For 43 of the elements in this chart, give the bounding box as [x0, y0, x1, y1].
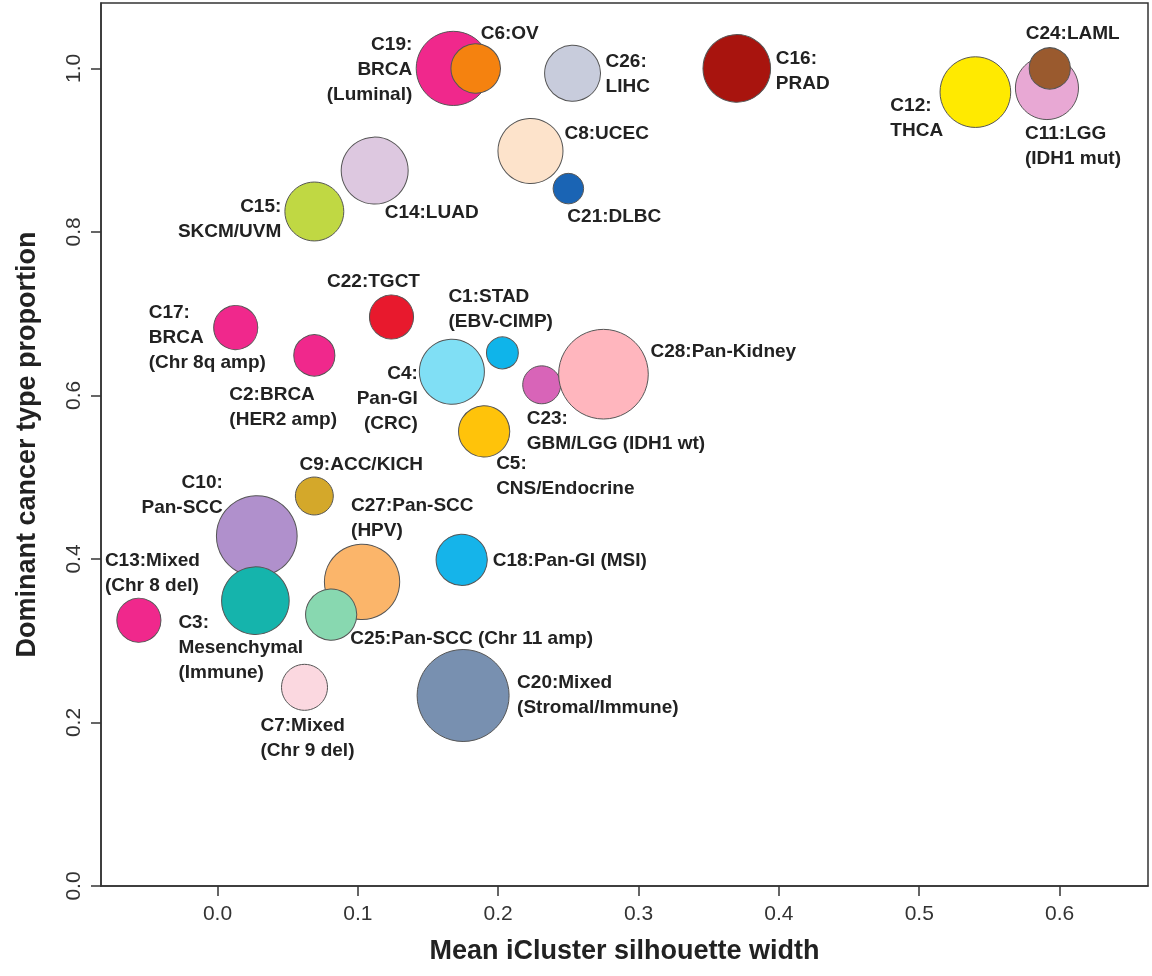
annotation: C14:LUAD	[384, 201, 479, 223]
annotation: C27:Pan-SCC (HPV)	[351, 493, 474, 540]
annotation: C22:TGCT	[327, 270, 421, 292]
x-tick-label: 0.0	[202, 901, 233, 924]
y-tick-label: 0.4	[61, 544, 84, 574]
annotation: C28:Pan-Kidney	[650, 339, 797, 361]
x-tick-label: 0.2	[483, 901, 513, 924]
x-tick-label: 0.3	[623, 901, 654, 924]
annotation: C9:ACC/KICH	[299, 452, 424, 474]
annotation: C24:LAML	[1025, 21, 1121, 43]
annotation: C17: BRCA (Chr 8q amp)	[148, 301, 266, 373]
annotation: C16: PRAD	[775, 47, 830, 94]
y-tick-label: 0.6	[61, 380, 84, 411]
annotation: C15: SKCM/UVM	[177, 195, 282, 242]
annotation: C20:Mixed (Stromal/Immune)	[517, 670, 679, 717]
annotation: C3: Mesenchymal (Immune)	[178, 611, 304, 683]
x-tick-label: 0.1	[343, 901, 373, 924]
annotation: C18:Pan-GI (MSI)	[492, 549, 647, 571]
annotation: C8:UCEC	[564, 122, 650, 144]
x-tick-label: 0.5	[904, 901, 934, 924]
y-tick-label: 0.0	[61, 871, 84, 901]
annotation: C21:DLBC	[567, 205, 662, 227]
annotation: C19: BRCA (Luminal)	[326, 32, 413, 104]
annotation: C1:STAD (EBV-CIMP)	[448, 284, 553, 331]
annotation: C12: THCA	[890, 94, 944, 141]
y-axis-title: Dominant cancer type proportion	[10, 231, 41, 658]
x-axis-title: Mean iCluster silhouette width	[429, 934, 820, 965]
annotation: C4: Pan-GI (CRC)	[356, 362, 418, 434]
annotation: C10: Pan-SCC	[141, 471, 224, 518]
annotation: C13:Mixed (Chr 8 del)	[104, 549, 200, 596]
annotation: C7:Mixed (Chr 9 del)	[260, 714, 355, 761]
x-tick-label: 0.6	[1044, 901, 1075, 924]
annotation: C2:BRCA (HER2 amp)	[229, 383, 338, 430]
annotation: C26: LIHC	[605, 50, 651, 97]
y-tick-label: 0.8	[61, 217, 84, 247]
annotation: C23: GBM/LGG (IDH1 wt)	[526, 406, 706, 453]
annotation: C6:OV	[480, 21, 540, 43]
annotation: C11:LGG (IDH1 mut)	[1024, 122, 1122, 169]
y-tick-label: 1.0	[61, 53, 84, 84]
annotation: C5: CNS/Endocrine	[496, 452, 635, 499]
x-tick-label: 0.4	[764, 901, 794, 924]
y-tick-label: 0.2	[61, 707, 84, 738]
annotation: C25:Pan-SCC (Chr 11 amp)	[350, 627, 594, 649]
